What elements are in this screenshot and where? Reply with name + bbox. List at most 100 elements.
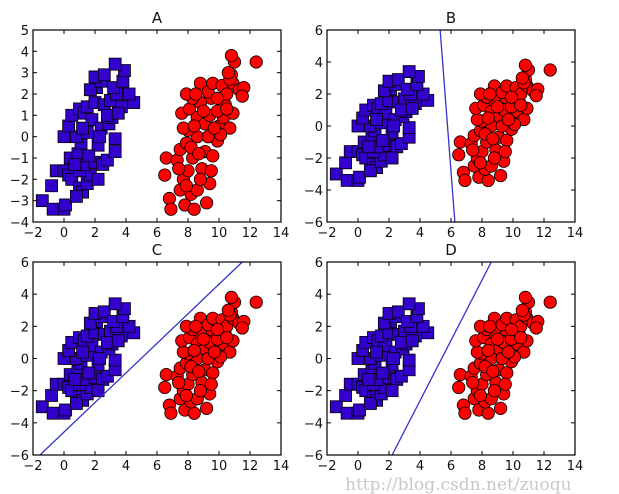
red-circle-point: [158, 168, 172, 182]
y-tick-label: 4: [315, 56, 323, 71]
x-tick-label: 2: [91, 459, 99, 474]
y-tick-label: −2: [304, 385, 323, 400]
blue-square-point: [101, 336, 114, 349]
x-tick-label: 4: [416, 226, 424, 241]
blue-square-point: [391, 73, 405, 86]
red-circle-point: [224, 290, 238, 304]
blue-square-point: [329, 400, 343, 414]
red-circle-point: [486, 132, 500, 146]
red-circle-point: [221, 303, 235, 317]
blue-square-point: [402, 121, 416, 134]
red-circle-point: [210, 322, 225, 337]
blue-square-point: [385, 151, 399, 165]
red-circle-point: [220, 330, 234, 345]
blue-square-point: [46, 406, 60, 420]
red-circle-point: [515, 303, 529, 317]
red-circle-point: [543, 63, 557, 77]
x-tick-label: 6: [447, 459, 455, 474]
blue-square-point: [329, 167, 343, 181]
red-circle-point: [224, 48, 238, 63]
red-circle-point: [204, 377, 218, 391]
red-circle-point: [452, 148, 466, 162]
y-tick-label: 3: [21, 67, 29, 82]
red-circle-point: [452, 380, 466, 395]
blue-square-point: [108, 145, 122, 159]
x-tick-label: 14: [567, 226, 584, 241]
y-tick-label: −4: [10, 417, 29, 432]
red-circle-point: [453, 367, 467, 382]
blue-square-point: [391, 305, 405, 319]
x-tick-label: 10: [211, 226, 228, 241]
x-tick-label: 4: [122, 459, 130, 474]
y-tick-label: 2: [21, 320, 29, 335]
y-tick-label: 1: [21, 109, 29, 124]
x-tick-label: −2: [317, 459, 336, 474]
red-circle-point: [159, 367, 173, 382]
blue-square-point: [108, 353, 122, 367]
blue-square-point: [340, 406, 354, 420]
red-circle-point: [223, 121, 237, 135]
blue-square-point: [387, 119, 401, 133]
subplot-c: C −2 0 2 4 6 8 10 12 14 −6 −4 −2 0 2 4 6: [10, 241, 289, 474]
blue-square-point: [93, 352, 107, 365]
red-circle-point: [192, 364, 206, 378]
y-tick-label: 4: [21, 288, 29, 303]
x-tick-label: 0: [354, 226, 362, 241]
blue-square-point: [394, 103, 408, 117]
decision-boundary-line: [439, 30, 456, 222]
red-circle-point: [235, 89, 249, 103]
blue-square-point: [93, 130, 107, 144]
y-tick-label: 0: [21, 353, 29, 368]
blue-square-point: [363, 397, 377, 410]
blue-square-point: [68, 157, 82, 171]
subplot-title: A: [152, 9, 163, 27]
subplot-title: D: [445, 241, 457, 259]
x-tick-label: 8: [184, 459, 192, 474]
red-circle-point: [514, 98, 528, 112]
blue-square-point: [35, 400, 49, 414]
red-circle-point: [179, 388, 194, 403]
blue-square-point: [91, 172, 105, 186]
red-circle-point: [483, 319, 497, 333]
x-tick-label: 12: [536, 226, 553, 241]
blue-square-point: [76, 121, 89, 135]
y-tick-label: −2: [10, 173, 29, 188]
x-tick-label: 8: [478, 459, 486, 474]
blue-square-point: [111, 106, 125, 120]
red-circle-point: [196, 332, 211, 346]
y-tick-label: 6: [315, 24, 323, 39]
red-circle-point: [221, 66, 235, 80]
blue-square-point: [116, 74, 130, 88]
blue-square-point: [59, 198, 72, 212]
red-circle-point: [470, 113, 484, 127]
decision-boundary-line: [391, 262, 492, 455]
red-circle-point: [249, 55, 263, 69]
x-tick-label: 0: [60, 226, 68, 241]
blue-square-point: [402, 353, 416, 367]
y-tick-label: −6: [304, 216, 323, 231]
blue-square-point: [68, 373, 82, 386]
red-circle-point: [159, 151, 173, 165]
red-circle-point: [189, 87, 203, 101]
red-circle-point: [543, 295, 557, 309]
red-circle-point: [504, 322, 519, 337]
red-circle-point: [514, 330, 528, 345]
red-circle-point: [473, 388, 488, 403]
blue-square-point: [62, 119, 76, 133]
blue-square-point: [353, 403, 366, 417]
blue-square-point: [57, 130, 71, 144]
y-tick-label: −2: [10, 385, 29, 400]
blue-square-point: [405, 102, 419, 115]
y-tick-label: 0: [21, 131, 29, 146]
red-circle-point: [501, 113, 515, 127]
blue-square-point: [91, 384, 105, 398]
red-circle-point: [490, 332, 505, 346]
y-tick-label: 2: [315, 88, 323, 103]
blue-square-point: [108, 297, 122, 311]
red-circle-point: [481, 343, 495, 358]
x-tick-label: −2: [23, 459, 42, 474]
red-circle-point: [518, 290, 533, 304]
red-circle-point: [189, 319, 203, 333]
